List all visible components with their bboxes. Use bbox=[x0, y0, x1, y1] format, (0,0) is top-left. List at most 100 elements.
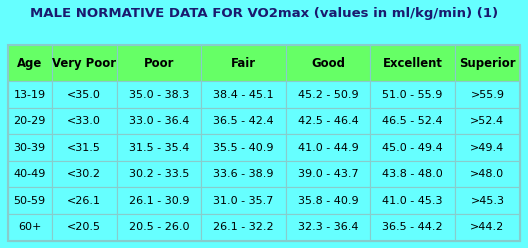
Bar bbox=[201, 108, 286, 134]
Bar bbox=[201, 81, 286, 108]
Text: MALE NORMATIVE DATA FOR VO2max (values in ml/kg/min) (1): MALE NORMATIVE DATA FOR VO2max (values i… bbox=[30, 7, 498, 20]
Text: >52.4: >52.4 bbox=[470, 116, 504, 126]
Bar bbox=[455, 134, 520, 161]
Text: 35.0 - 38.3: 35.0 - 38.3 bbox=[129, 90, 190, 100]
Text: 36.5 - 44.2: 36.5 - 44.2 bbox=[382, 222, 443, 232]
Bar bbox=[117, 81, 201, 108]
Text: Poor: Poor bbox=[144, 57, 174, 70]
Bar bbox=[370, 45, 455, 81]
Text: 13-19: 13-19 bbox=[14, 90, 46, 100]
Bar bbox=[201, 187, 286, 214]
Bar bbox=[52, 187, 117, 214]
Text: 40-49: 40-49 bbox=[14, 169, 46, 179]
Text: <20.5: <20.5 bbox=[67, 222, 101, 232]
Text: 41.0 - 44.9: 41.0 - 44.9 bbox=[298, 143, 359, 153]
Text: 20.5 - 26.0: 20.5 - 26.0 bbox=[129, 222, 190, 232]
Text: 39.0 - 43.7: 39.0 - 43.7 bbox=[298, 169, 359, 179]
Text: 31.5 - 35.4: 31.5 - 35.4 bbox=[129, 143, 190, 153]
Bar bbox=[286, 134, 370, 161]
Text: 35.5 - 40.9: 35.5 - 40.9 bbox=[213, 143, 274, 153]
Bar bbox=[117, 161, 201, 187]
Text: 32.3 - 36.4: 32.3 - 36.4 bbox=[298, 222, 359, 232]
Bar bbox=[370, 161, 455, 187]
Bar bbox=[8, 134, 52, 161]
Bar bbox=[201, 214, 286, 241]
Bar bbox=[52, 81, 117, 108]
Bar bbox=[455, 187, 520, 214]
Bar bbox=[286, 187, 370, 214]
Text: 33.6 - 38.9: 33.6 - 38.9 bbox=[213, 169, 274, 179]
Bar bbox=[370, 214, 455, 241]
Bar bbox=[201, 134, 286, 161]
Text: <33.0: <33.0 bbox=[67, 116, 101, 126]
Text: Very Poor: Very Poor bbox=[52, 57, 116, 70]
Text: 30.2 - 33.5: 30.2 - 33.5 bbox=[129, 169, 190, 179]
Text: <26.1: <26.1 bbox=[67, 196, 101, 206]
Bar bbox=[117, 108, 201, 134]
Bar bbox=[117, 214, 201, 241]
Text: 30-39: 30-39 bbox=[14, 143, 46, 153]
Bar bbox=[117, 187, 201, 214]
Bar bbox=[52, 45, 117, 81]
Text: 45.2 - 50.9: 45.2 - 50.9 bbox=[298, 90, 359, 100]
Bar bbox=[117, 45, 201, 81]
Text: <31.5: <31.5 bbox=[67, 143, 101, 153]
Text: >45.3: >45.3 bbox=[470, 196, 504, 206]
Text: 35.8 - 40.9: 35.8 - 40.9 bbox=[298, 196, 359, 206]
Bar bbox=[370, 108, 455, 134]
Bar bbox=[8, 214, 52, 241]
Text: 26.1 - 32.2: 26.1 - 32.2 bbox=[213, 222, 274, 232]
Text: 60+: 60+ bbox=[18, 222, 41, 232]
Bar bbox=[455, 45, 520, 81]
Bar bbox=[370, 134, 455, 161]
Bar bbox=[286, 108, 370, 134]
Bar bbox=[286, 45, 370, 81]
Text: 33.0 - 36.4: 33.0 - 36.4 bbox=[129, 116, 190, 126]
Text: Age: Age bbox=[17, 57, 42, 70]
Text: Excellent: Excellent bbox=[382, 57, 442, 70]
Bar bbox=[201, 161, 286, 187]
Bar bbox=[8, 108, 52, 134]
Bar bbox=[8, 187, 52, 214]
Bar bbox=[52, 108, 117, 134]
Text: 51.0 - 55.9: 51.0 - 55.9 bbox=[382, 90, 442, 100]
Bar bbox=[52, 134, 117, 161]
Text: <35.0: <35.0 bbox=[67, 90, 101, 100]
Bar bbox=[8, 45, 520, 241]
Bar bbox=[455, 108, 520, 134]
Text: 31.0 - 35.7: 31.0 - 35.7 bbox=[213, 196, 274, 206]
Bar bbox=[370, 187, 455, 214]
Bar bbox=[8, 81, 52, 108]
Text: <30.2: <30.2 bbox=[67, 169, 101, 179]
Bar bbox=[201, 45, 286, 81]
Text: 46.5 - 52.4: 46.5 - 52.4 bbox=[382, 116, 443, 126]
Bar bbox=[8, 45, 52, 81]
Bar bbox=[455, 214, 520, 241]
Text: 45.0 - 49.4: 45.0 - 49.4 bbox=[382, 143, 443, 153]
Bar bbox=[286, 214, 370, 241]
Bar bbox=[52, 214, 117, 241]
Text: >55.9: >55.9 bbox=[470, 90, 504, 100]
Text: 43.8 - 48.0: 43.8 - 48.0 bbox=[382, 169, 443, 179]
Bar bbox=[370, 81, 455, 108]
Text: 50-59: 50-59 bbox=[14, 196, 46, 206]
Text: 38.4 - 45.1: 38.4 - 45.1 bbox=[213, 90, 274, 100]
Text: 41.0 - 45.3: 41.0 - 45.3 bbox=[382, 196, 442, 206]
Bar bbox=[117, 134, 201, 161]
Bar bbox=[455, 161, 520, 187]
Text: 26.1 - 30.9: 26.1 - 30.9 bbox=[129, 196, 190, 206]
Text: >44.2: >44.2 bbox=[470, 222, 505, 232]
Text: 36.5 - 42.4: 36.5 - 42.4 bbox=[213, 116, 274, 126]
Text: 20-29: 20-29 bbox=[14, 116, 46, 126]
Text: Superior: Superior bbox=[459, 57, 516, 70]
Bar bbox=[286, 161, 370, 187]
Bar bbox=[8, 161, 52, 187]
Bar bbox=[455, 81, 520, 108]
Bar bbox=[286, 81, 370, 108]
Bar bbox=[52, 161, 117, 187]
Text: 42.5 - 46.4: 42.5 - 46.4 bbox=[298, 116, 359, 126]
Text: >48.0: >48.0 bbox=[470, 169, 504, 179]
Text: >49.4: >49.4 bbox=[470, 143, 505, 153]
Text: Fair: Fair bbox=[231, 57, 256, 70]
Text: Good: Good bbox=[311, 57, 345, 70]
